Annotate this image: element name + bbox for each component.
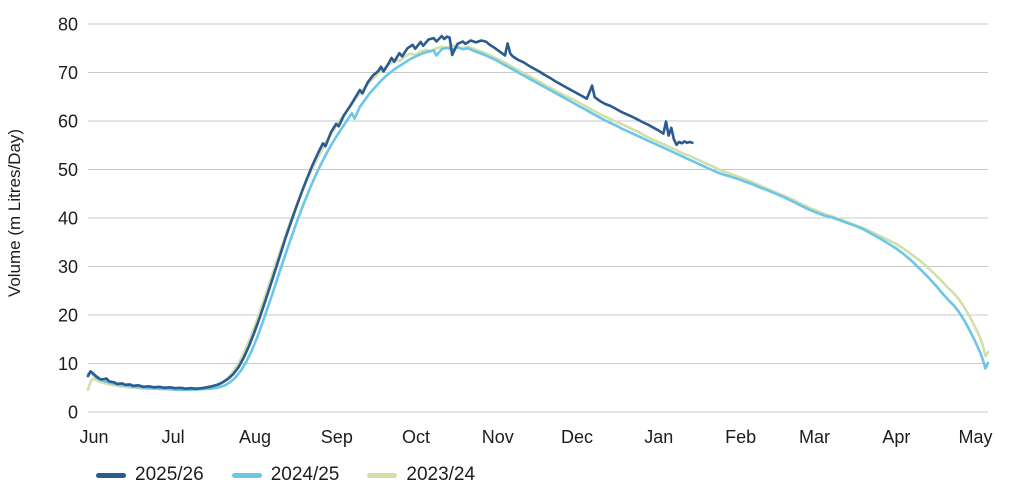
y-tick-label-80: 80	[58, 15, 78, 35]
y-tick-label-40: 40	[58, 209, 78, 229]
y-tick-label-30: 30	[58, 257, 78, 277]
chart-legend: 2025/26 2024/25 2023/24	[96, 464, 475, 486]
legend-label-2024-25: 2024/25	[270, 464, 340, 485]
x-tick-label-dec: Dec	[561, 427, 593, 447]
y-axis-title: Volume (m Litres/Day)	[5, 129, 24, 297]
y-tick-label-60: 60	[58, 112, 78, 132]
legend-item-2023-24: 2023/24	[367, 464, 475, 486]
legend-label-2023-24: 2023/24	[406, 464, 476, 485]
x-tick-label-feb: Feb	[725, 427, 756, 447]
legend-item-2025-26: 2025/26	[96, 464, 204, 486]
y-tick-label-0: 0	[68, 403, 78, 423]
series-line-2025-26	[86, 34, 694, 391]
legend-label-2025-26: 2025/26	[135, 464, 204, 485]
x-tick-label-jul: Jul	[162, 427, 185, 447]
y-tick-label-50: 50	[58, 160, 78, 180]
x-tick-label-nov: Nov	[482, 427, 514, 447]
y-tick-label-70: 70	[58, 63, 78, 83]
y-tick-label-20: 20	[58, 306, 78, 326]
x-tick-label-may: May	[959, 427, 993, 447]
y-axis-tick-labels: 0 10 20 30 40 50 60 70 80	[58, 15, 78, 423]
chart-series-lines	[86, 34, 990, 392]
series-line-2023-24	[86, 43, 990, 392]
x-axis-month-labels: Jun Jul Aug Sep Oct Nov Dec Jan Feb Mar Apr May	[79, 427, 992, 447]
x-tick-label-aug: Aug	[239, 427, 271, 447]
legend-item-2024-25: 2024/25	[231, 464, 340, 486]
x-tick-label-mar: Mar	[799, 427, 830, 447]
legend-swatch-2023-24	[367, 472, 398, 478]
legend-swatch-2025-26	[96, 472, 126, 478]
x-tick-label-oct: Oct	[402, 427, 430, 447]
x-tick-label-sep: Sep	[321, 427, 353, 447]
series-line-2024-25	[86, 45, 990, 392]
legend-swatch-2024-25	[231, 472, 262, 478]
x-tick-label-jan: Jan	[644, 427, 673, 447]
x-tick-label-apr: Apr	[882, 427, 910, 447]
x-tick-label-jun: Jun	[79, 427, 108, 447]
y-tick-label-10: 10	[58, 354, 78, 374]
